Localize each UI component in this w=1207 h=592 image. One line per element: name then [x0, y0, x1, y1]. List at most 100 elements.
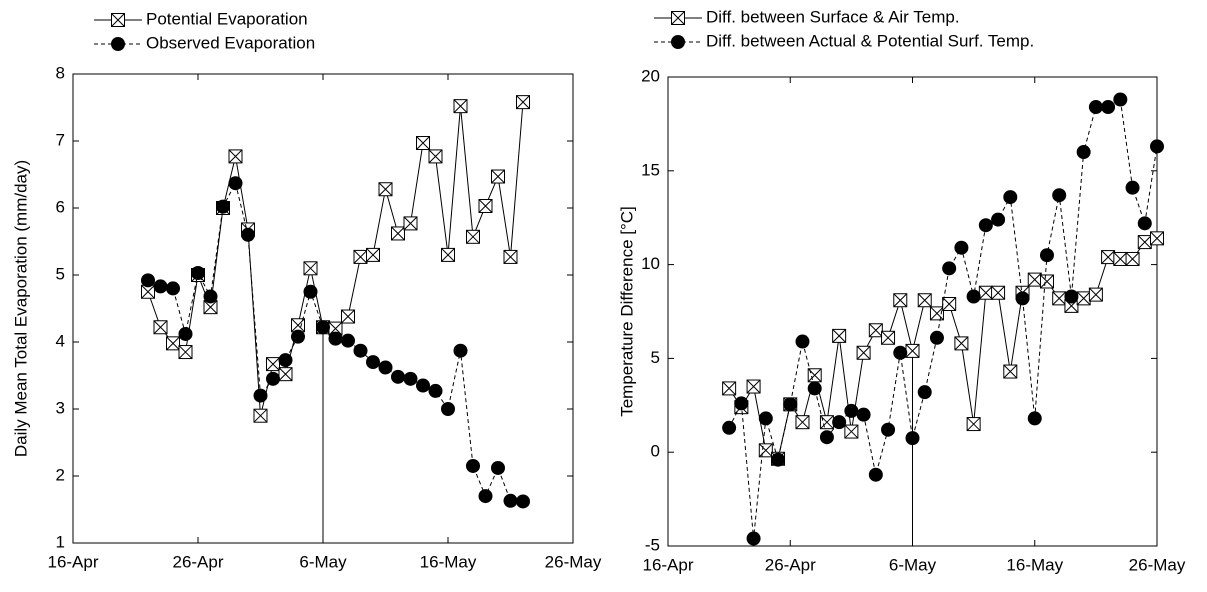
marker — [1039, 248, 1054, 263]
marker-cross — [856, 345, 871, 360]
marker — [1052, 188, 1067, 203]
marker-cross — [905, 344, 920, 358]
marker — [153, 320, 168, 335]
y-tick-label: 0 — [651, 442, 660, 461]
marker-cross — [966, 417, 981, 431]
x-tick-label: 16-May — [1006, 555, 1063, 574]
marker — [1137, 216, 1152, 231]
marker — [216, 199, 230, 214]
marker — [734, 396, 749, 411]
marker-cross — [516, 95, 530, 109]
marker — [491, 169, 505, 184]
marker-cross — [881, 330, 895, 345]
marker — [758, 443, 773, 458]
marker — [1003, 364, 1018, 379]
marker — [978, 285, 993, 300]
marker — [1015, 291, 1030, 306]
marker — [516, 494, 530, 509]
y-axis-label: Temperature Difference [°C] — [617, 206, 636, 417]
marker — [1076, 291, 1091, 306]
marker — [929, 306, 944, 321]
marker — [1125, 251, 1140, 266]
marker — [942, 261, 957, 276]
legend-label: Potential Evaporation — [146, 9, 308, 28]
y-tick-label: 5 — [651, 348, 660, 367]
marker — [366, 355, 380, 370]
marker — [403, 216, 418, 231]
marker — [722, 420, 737, 435]
marker-cross — [253, 408, 268, 423]
marker — [1101, 100, 1116, 115]
marker-cross — [291, 318, 305, 333]
marker — [291, 329, 305, 344]
marker — [266, 371, 280, 386]
marker — [1088, 100, 1103, 115]
x-tick-label: 26-Apr — [765, 555, 816, 574]
marker-cross — [893, 293, 908, 308]
marker — [783, 397, 798, 412]
marker — [328, 331, 343, 346]
marker — [1052, 291, 1067, 306]
marker — [844, 424, 859, 439]
marker-cross — [303, 261, 318, 276]
marker — [178, 345, 193, 360]
marker-cross — [341, 309, 355, 324]
legend-marker — [671, 35, 685, 49]
marker-cross — [328, 321, 343, 336]
marker — [428, 383, 443, 398]
y-tick-label: -5 — [645, 535, 660, 554]
marker — [366, 247, 380, 262]
marker — [954, 336, 969, 351]
marker-cross — [141, 284, 155, 299]
marker — [391, 369, 405, 384]
marker-cross — [746, 379, 761, 394]
y-tick-label: 6 — [56, 197, 65, 216]
marker-cross — [1113, 252, 1128, 266]
marker — [378, 360, 393, 375]
marker — [141, 273, 155, 288]
marker-cross — [1150, 231, 1164, 246]
marker — [266, 357, 280, 372]
marker — [416, 136, 430, 151]
marker — [466, 458, 480, 473]
y-tick-label: 2 — [56, 465, 65, 484]
marker-cross — [503, 250, 518, 264]
marker — [203, 300, 218, 315]
marker — [228, 176, 243, 191]
marker — [795, 415, 810, 430]
marker — [178, 326, 193, 341]
marker — [1027, 411, 1042, 426]
marker — [1101, 250, 1116, 265]
legend-marker — [111, 13, 125, 27]
marker — [978, 218, 993, 233]
marker — [516, 95, 530, 110]
x-tick-label: 16-Apr — [47, 552, 98, 571]
x-tick-label: 6-May — [889, 555, 937, 574]
y-tick-label: 20 — [641, 66, 660, 85]
marker — [253, 388, 268, 403]
marker — [191, 265, 205, 280]
marker-cross — [832, 329, 847, 343]
marker-cross — [1003, 364, 1018, 379]
marker-cross — [671, 11, 685, 25]
marker — [832, 415, 847, 430]
marker — [868, 467, 883, 482]
marker — [795, 334, 810, 349]
marker — [403, 371, 418, 386]
marker-cross — [391, 226, 405, 241]
marker — [278, 367, 293, 382]
marker — [807, 381, 822, 396]
marker — [278, 353, 293, 368]
series-line — [728, 98, 1158, 539]
marker — [1064, 289, 1079, 304]
marker-cross — [954, 336, 969, 351]
marker-cross — [491, 169, 505, 184]
marker — [291, 318, 305, 333]
marker — [722, 381, 737, 396]
marker — [391, 226, 405, 241]
marker-cross — [917, 293, 932, 308]
marker — [353, 343, 368, 358]
marker — [466, 229, 480, 244]
x-tick-label: 26-May — [1129, 555, 1186, 574]
marker-cross — [403, 216, 418, 231]
